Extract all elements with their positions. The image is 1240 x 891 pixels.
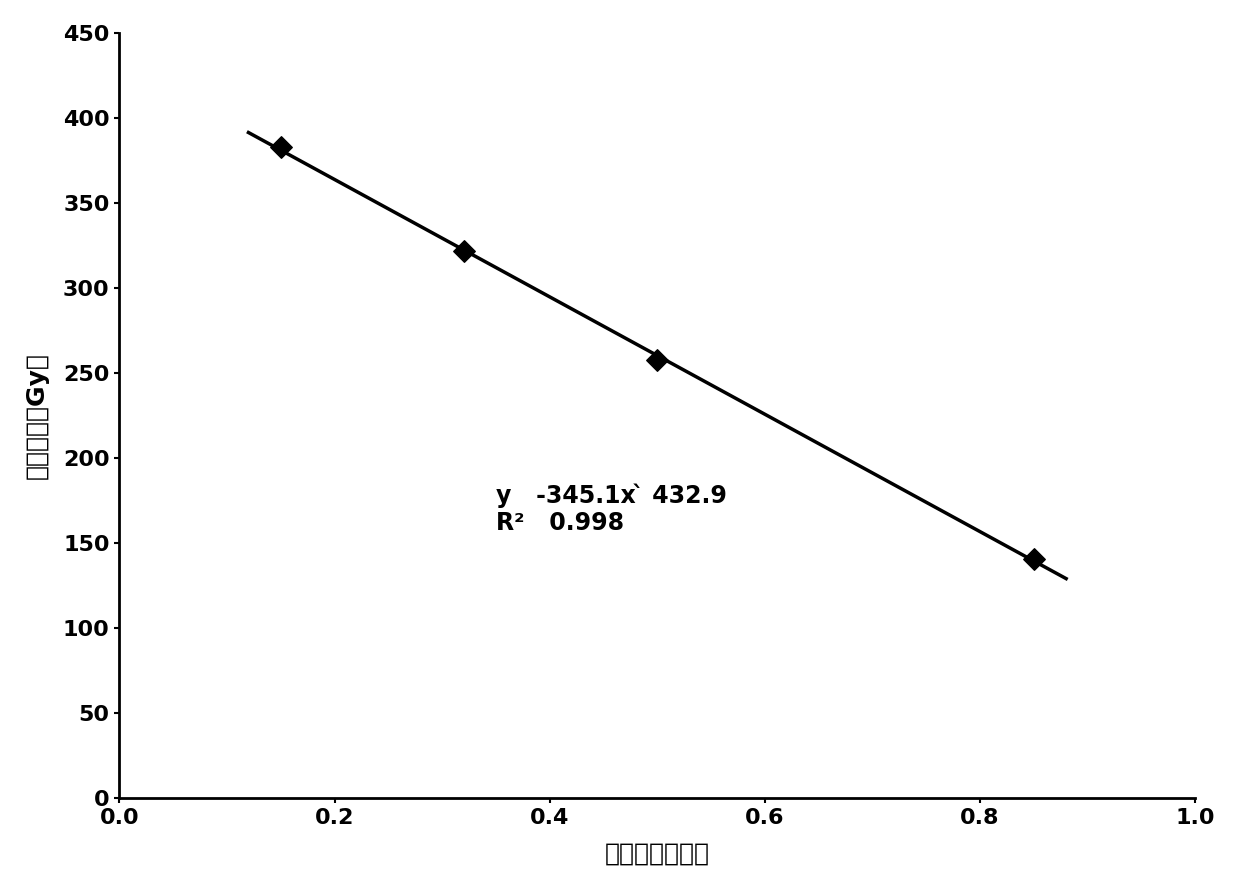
Point <box>647 353 667 367</box>
X-axis label: 蛋白质降解程度: 蛋白质降解程度 <box>605 842 709 866</box>
Point <box>454 243 474 257</box>
Text: y   -345.1x ̀ 432.9
R²   0.998: y -345.1x ̀ 432.9 R² 0.998 <box>496 483 727 535</box>
Point <box>1024 552 1044 566</box>
Point <box>270 140 290 154</box>
Y-axis label: 辐射剂量（Gy）: 辐射剂量（Gy） <box>25 352 50 479</box>
